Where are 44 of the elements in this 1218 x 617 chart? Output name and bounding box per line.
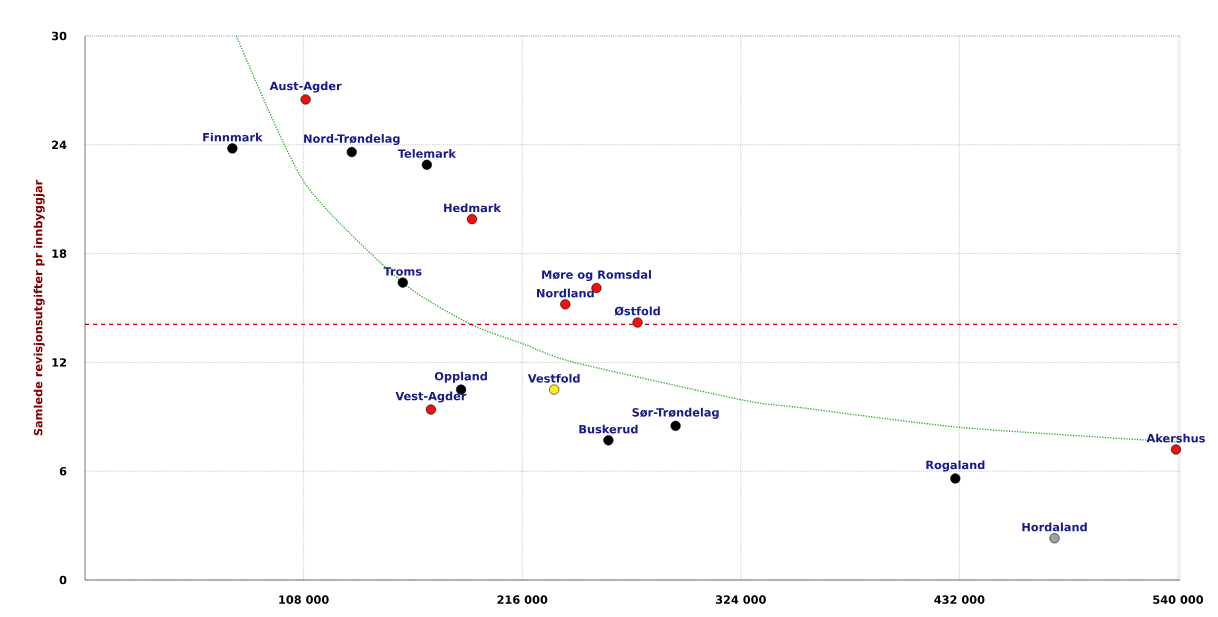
annotation: Nord-Trøndelag — [304, 134, 400, 146]
annotation: Hedmark — [444, 203, 502, 213]
point — [603, 435, 614, 446]
point — [421, 159, 432, 170]
annotation: Nordland — [537, 288, 594, 298]
point — [300, 94, 311, 105]
annotation: Rogaland — [926, 460, 985, 472]
x-tick-label: 108 000 — [279, 595, 329, 604]
point — [670, 420, 681, 431]
point — [425, 404, 436, 415]
point — [1170, 444, 1182, 455]
x-tick-label: 324 000 — [715, 595, 766, 604]
point — [549, 384, 560, 395]
annotation: Sør-Trøndelag — [632, 407, 719, 419]
annotation: Aust-Agder — [269, 81, 342, 93]
y-tick-label: 12 — [52, 358, 66, 367]
annotation: Østfold — [614, 306, 660, 316]
annotation: Hordaland — [1022, 522, 1087, 532]
annotation: Møre og Romsdal — [542, 270, 651, 282]
annotation: Telemark — [397, 149, 457, 158]
y-axis-title: Samlede revisjonsutgifter pr innbyggjar — [33, 179, 45, 436]
point — [397, 277, 408, 288]
annotation: Akershus — [1146, 433, 1205, 443]
x-tick-label: 432 000 — [934, 595, 985, 604]
point — [227, 143, 238, 154]
point — [632, 317, 643, 328]
point — [560, 299, 571, 310]
y-tick-label: 18 — [52, 249, 67, 258]
y-tick-label: 0 — [59, 575, 67, 585]
x-tick-label: 540 000 — [1153, 595, 1204, 604]
point — [466, 214, 478, 225]
annotation: Vest-Agder — [395, 391, 467, 403]
point — [1049, 533, 1060, 544]
annotation: Vestfold — [527, 373, 580, 383]
annotation: Oppland — [434, 371, 487, 383]
point — [950, 473, 961, 484]
annotation: Finnmark — [203, 132, 263, 142]
x-tick-label: 216 000 — [497, 595, 548, 604]
y-tick-label: 24 — [52, 140, 67, 149]
y-tick-label: 6 — [59, 466, 67, 476]
annotation: Buskerud — [579, 424, 638, 434]
annotation: Troms — [383, 267, 422, 276]
point — [346, 146, 357, 158]
y-tick-label: 30 — [51, 31, 67, 41]
